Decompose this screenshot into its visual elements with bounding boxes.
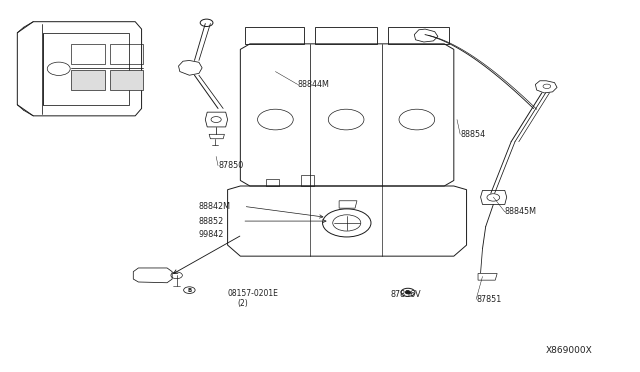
Circle shape [405, 291, 410, 294]
Text: 88854: 88854 [460, 130, 485, 139]
Text: 08157-0201E: 08157-0201E [228, 289, 278, 298]
Polygon shape [72, 70, 104, 90]
Text: 88844M: 88844M [298, 80, 330, 89]
Text: 99842: 99842 [199, 230, 224, 239]
Text: 88842M: 88842M [199, 202, 231, 211]
Text: 87836V: 87836V [390, 291, 420, 299]
Polygon shape [109, 70, 143, 90]
Text: X869000X: X869000X [546, 346, 593, 355]
Text: 87851: 87851 [476, 295, 501, 304]
Text: 87850: 87850 [218, 161, 243, 170]
Text: 88845M: 88845M [505, 207, 537, 217]
Text: (2): (2) [237, 299, 248, 308]
Text: 88852: 88852 [199, 217, 224, 225]
Text: B: B [188, 288, 191, 293]
